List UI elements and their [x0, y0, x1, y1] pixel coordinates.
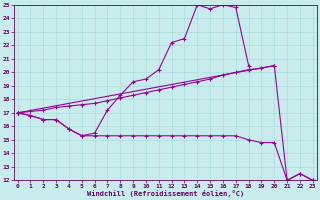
X-axis label: Windchill (Refroidissement éolien,°C): Windchill (Refroidissement éolien,°C): [87, 190, 244, 197]
